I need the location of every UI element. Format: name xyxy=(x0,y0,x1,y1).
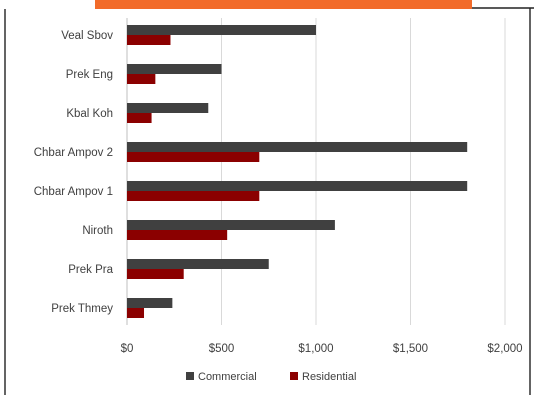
x-tick-label: $0 xyxy=(121,343,134,355)
bar-commercial xyxy=(127,25,316,35)
bar-residential xyxy=(127,152,260,162)
bar-residential xyxy=(127,191,260,201)
bar-commercial xyxy=(127,298,173,308)
x-tick-label: $2,000 xyxy=(487,343,522,355)
category-label: Prek Thmey xyxy=(51,303,113,315)
legend-swatch-residential xyxy=(290,372,298,380)
bars xyxy=(127,25,468,318)
legend-swatch-commercial xyxy=(186,372,194,380)
bar-residential xyxy=(127,269,184,279)
category-label: Kbal Koh xyxy=(66,108,113,120)
bar-commercial xyxy=(127,259,269,269)
category-label: Chbar Ampov 1 xyxy=(34,186,113,198)
x-tick-label: $1,500 xyxy=(393,343,428,355)
chart-chrome xyxy=(4,0,534,395)
bar-residential xyxy=(127,308,145,318)
category-label: Chbar Ampov 2 xyxy=(34,147,113,159)
header-bar xyxy=(95,0,472,9)
legend-label-residential: Residential xyxy=(302,371,356,383)
category-labels: Veal Sbov Prek Eng Kbal Koh Chbar Ampov 2 Ch… xyxy=(34,30,114,315)
bar-commercial xyxy=(127,142,468,152)
x-tick-labels: $0 $500 $1,000 $1,500 $2,000 xyxy=(121,343,523,355)
bar-commercial xyxy=(127,103,209,113)
bar-commercial xyxy=(127,181,468,191)
bar-residential xyxy=(127,230,228,240)
bar-residential xyxy=(127,35,171,45)
category-label: Prek Pra xyxy=(68,264,113,276)
legend-label-commercial: Commercial xyxy=(198,371,257,383)
x-tick-label: $1,000 xyxy=(298,343,333,355)
category-label: Prek Eng xyxy=(66,69,113,81)
bar-residential xyxy=(127,74,156,84)
bar-commercial xyxy=(127,220,335,230)
bar-commercial xyxy=(127,64,222,74)
x-tick-label: $500 xyxy=(209,343,235,355)
bar-residential xyxy=(127,113,152,123)
category-label: Niroth xyxy=(82,225,113,237)
legend: Commercial Residential xyxy=(186,371,356,383)
category-label: Veal Sbov xyxy=(61,30,113,42)
